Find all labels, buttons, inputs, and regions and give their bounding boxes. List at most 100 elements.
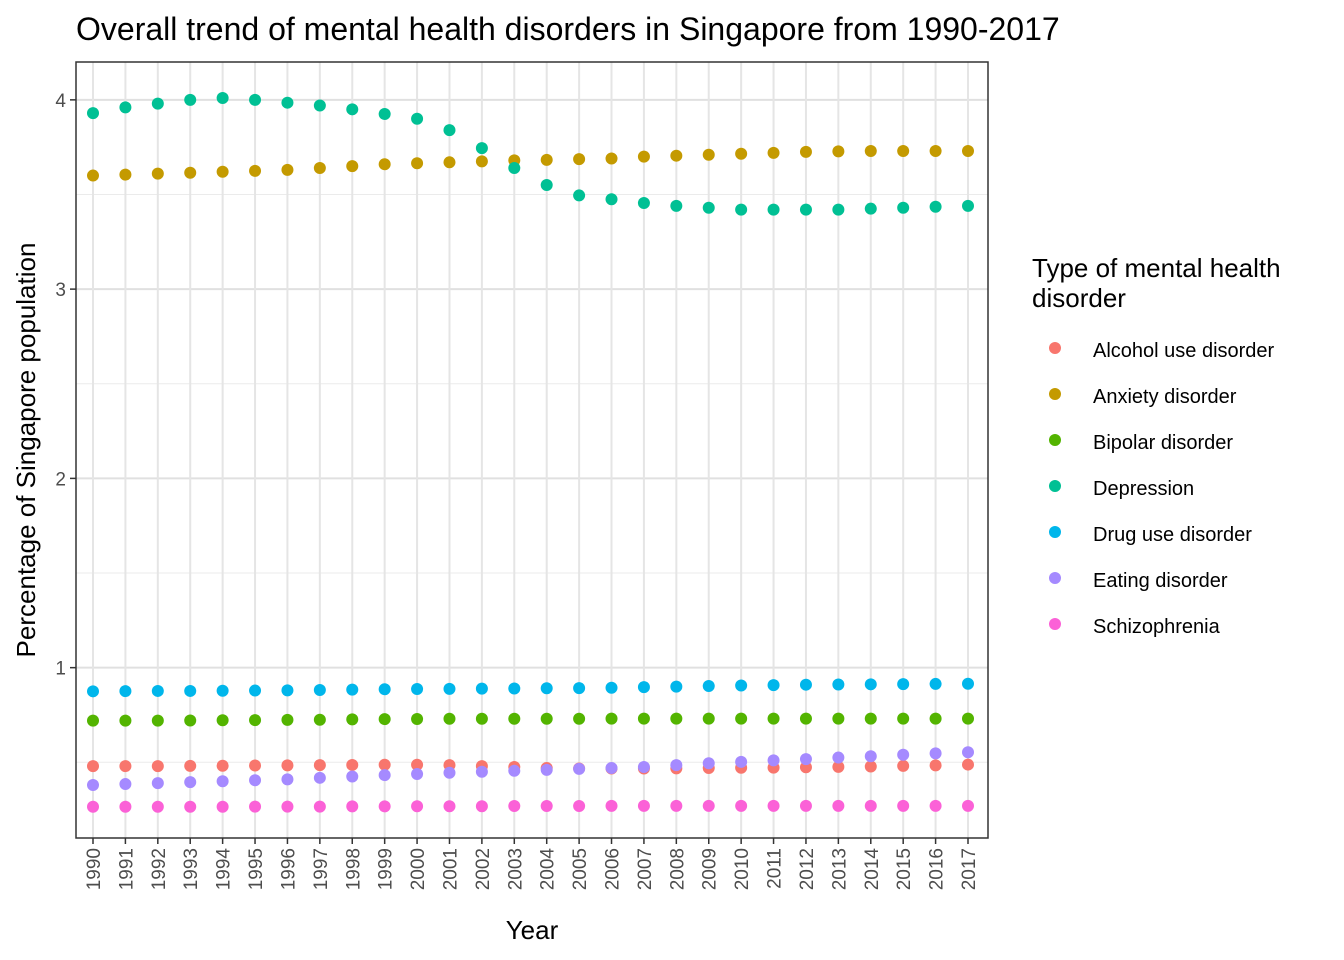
data-point xyxy=(313,161,326,174)
data-point xyxy=(216,714,229,727)
data-point xyxy=(735,755,748,768)
data-point xyxy=(605,193,618,206)
data-point xyxy=(346,683,359,696)
data-point xyxy=(475,155,488,168)
data-point xyxy=(411,112,424,125)
y-tick-label: 4 xyxy=(55,91,66,112)
data-point xyxy=(637,150,650,163)
data-point xyxy=(216,759,229,772)
data-point xyxy=(313,771,326,784)
data-point xyxy=(799,712,812,725)
data-point xyxy=(573,762,586,775)
data-point xyxy=(443,156,456,169)
data-point xyxy=(411,800,424,813)
data-point xyxy=(184,776,197,789)
x-tick-label: 2012 xyxy=(797,848,818,890)
data-point xyxy=(508,712,521,725)
data-point xyxy=(799,753,812,766)
data-point xyxy=(605,152,618,165)
data-point xyxy=(443,682,456,695)
data-point xyxy=(184,93,197,106)
x-tick-label: 2011 xyxy=(765,848,786,889)
legend-key xyxy=(1049,434,1061,446)
data-point xyxy=(378,758,391,771)
data-point xyxy=(87,779,99,792)
data-point xyxy=(832,145,845,158)
series-points xyxy=(87,144,974,182)
x-tick-label: 1995 xyxy=(246,848,267,890)
legend-key xyxy=(1049,342,1061,354)
data-point xyxy=(443,712,456,725)
data-point xyxy=(735,147,748,160)
data-point xyxy=(637,761,650,774)
data-point xyxy=(119,778,132,791)
data-point xyxy=(151,760,164,773)
data-point xyxy=(637,799,650,812)
data-point xyxy=(216,775,229,788)
data-point xyxy=(605,799,618,812)
data-point xyxy=(670,712,683,725)
data-point xyxy=(249,164,262,177)
x-tick-label: 2007 xyxy=(635,848,656,890)
data-point xyxy=(281,800,294,813)
legend-key xyxy=(1049,480,1061,492)
data-point xyxy=(670,199,683,212)
data-point xyxy=(346,713,359,726)
data-point xyxy=(378,713,391,726)
data-point xyxy=(962,799,974,812)
data-point xyxy=(962,758,974,771)
data-point xyxy=(508,161,521,174)
data-point xyxy=(897,748,910,761)
data-point xyxy=(637,712,650,725)
data-point xyxy=(799,145,812,158)
data-point xyxy=(897,759,910,772)
x-tick-label: 1993 xyxy=(181,848,202,890)
data-point xyxy=(897,799,910,812)
data-point xyxy=(313,713,326,726)
x-tick-label: 2002 xyxy=(473,848,494,890)
data-point xyxy=(508,764,521,777)
x-tick-label: 1998 xyxy=(343,848,364,890)
data-point xyxy=(475,682,488,695)
data-point xyxy=(87,800,99,813)
data-point xyxy=(767,203,780,216)
data-point xyxy=(573,682,586,695)
x-axis-title: Year xyxy=(506,915,559,945)
data-point xyxy=(151,97,164,110)
data-point xyxy=(832,712,845,725)
plot-panel-background xyxy=(76,62,988,838)
data-point xyxy=(702,680,715,693)
legend-label: Anxiety disorder xyxy=(1093,386,1237,408)
legend-label: Bipolar disorder xyxy=(1093,432,1233,454)
data-point xyxy=(702,201,715,214)
data-point xyxy=(87,169,99,182)
data-point xyxy=(411,758,424,771)
chart-title: Overall trend of mental health disorders… xyxy=(76,11,1060,47)
data-point xyxy=(119,760,132,773)
x-tick-label: 2013 xyxy=(829,848,850,890)
x-tick-label: 2017 xyxy=(959,848,980,890)
data-point xyxy=(151,714,164,727)
x-tick-label: 2014 xyxy=(862,848,883,891)
data-point xyxy=(897,201,910,214)
data-point xyxy=(119,168,132,181)
data-point xyxy=(508,800,521,813)
data-point xyxy=(475,800,488,813)
series-points xyxy=(87,799,974,813)
data-point xyxy=(670,149,683,162)
data-point xyxy=(249,759,262,772)
data-point xyxy=(378,800,391,813)
data-point xyxy=(411,712,424,725)
x-tick-label: 1992 xyxy=(149,848,170,890)
data-point xyxy=(799,678,812,691)
data-point xyxy=(929,747,942,760)
data-point xyxy=(670,680,683,693)
x-tick-label: 2003 xyxy=(505,848,526,890)
data-point xyxy=(281,96,294,109)
data-point xyxy=(832,760,845,773)
x-tick-label: 1999 xyxy=(376,848,397,890)
legend-key xyxy=(1049,526,1061,538)
data-point xyxy=(281,713,294,726)
data-point xyxy=(87,714,99,727)
